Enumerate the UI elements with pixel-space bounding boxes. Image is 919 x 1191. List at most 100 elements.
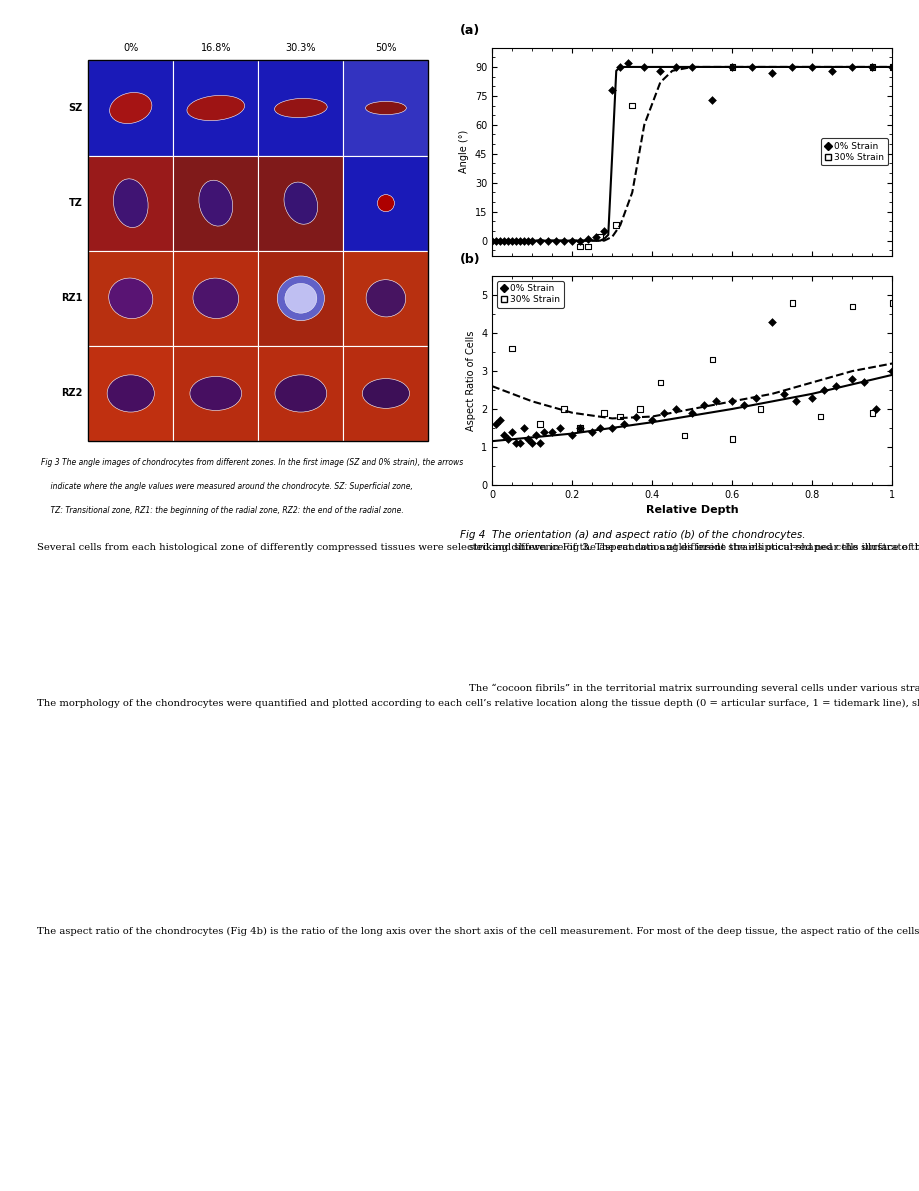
Point: [656, 404, 671, 423]
Text: Fig 3 The angle images of chondrocytes from different zones. In the first image : Fig 3 The angle images of chondrocytes f…: [40, 459, 462, 467]
Point: [824, 61, 839, 80]
Point: [724, 392, 739, 411]
Point: [765, 312, 779, 331]
Point: [608, 216, 623, 235]
Point: [884, 362, 899, 381]
Text: (b): (b): [460, 252, 481, 266]
Point: [724, 57, 739, 76]
Point: [804, 388, 819, 407]
Text: striking difference of the aspect ratios at different strains occurred near the : striking difference of the aspect ratios…: [469, 543, 919, 553]
Point: [508, 434, 523, 453]
Ellipse shape: [284, 182, 317, 224]
Point: [537, 422, 551, 441]
Point: [532, 231, 547, 250]
Y-axis label: Aspect Ratio of Cells: Aspect Ratio of Cells: [465, 330, 475, 431]
Point: [620, 54, 635, 73]
Bar: [173, 251, 258, 345]
Point: [612, 57, 627, 76]
Bar: [258, 156, 343, 251]
Text: SZ: SZ: [68, 102, 82, 113]
Ellipse shape: [362, 379, 409, 409]
Point: [784, 57, 799, 76]
X-axis label: Relative Depth: Relative Depth: [645, 505, 738, 516]
Bar: [343, 345, 428, 441]
Ellipse shape: [109, 93, 152, 124]
Point: [496, 426, 511, 445]
Point: [676, 426, 691, 445]
Text: The “cocoon fibrils” in the territorial matrix surrounding several cells under v: The “cocoon fibrils” in the territorial …: [469, 684, 919, 693]
Point: [493, 411, 507, 430]
Point: [505, 422, 519, 441]
Text: RZ1: RZ1: [61, 293, 82, 304]
Text: The aspect ratio of the chondrocytes (Fig 4b) is the ratio of the long axis over: The aspect ratio of the chondrocytes (Fi…: [37, 927, 919, 936]
Point: [500, 430, 515, 449]
Point: [828, 376, 843, 395]
Point: [724, 57, 739, 76]
Point: [512, 231, 527, 250]
Bar: [343, 251, 428, 345]
Ellipse shape: [108, 278, 153, 318]
Point: [845, 297, 859, 316]
Point: [765, 63, 779, 82]
Point: [617, 414, 631, 434]
Point: [528, 426, 543, 445]
Text: indicate where the angle values were measured around the chondrocyte. SZ: Superf: indicate where the angle values were mea…: [40, 482, 413, 491]
Point: [684, 57, 699, 76]
Point: [789, 392, 803, 411]
Point: [624, 96, 639, 116]
Bar: [343, 61, 428, 156]
Point: [864, 57, 879, 76]
Point: [532, 414, 547, 434]
Point: [573, 237, 587, 256]
Bar: [173, 61, 258, 156]
Point: [724, 430, 739, 449]
Point: [584, 422, 599, 441]
Point: [512, 434, 527, 453]
Point: [516, 418, 531, 437]
Point: [488, 414, 503, 434]
Legend: 0% Strain, 30% Strain: 0% Strain, 30% Strain: [820, 138, 887, 166]
Point: [488, 231, 503, 250]
Point: [556, 231, 571, 250]
Ellipse shape: [107, 375, 154, 412]
Point: [573, 231, 587, 250]
Text: 30.3%: 30.3%: [285, 43, 316, 54]
Point: [596, 222, 611, 241]
Legend: 0% Strain, 30% Strain: 0% Strain, 30% Strain: [496, 281, 563, 307]
Point: [520, 430, 535, 449]
Ellipse shape: [113, 179, 148, 227]
Text: TZ: TZ: [68, 198, 82, 208]
Point: [845, 57, 859, 76]
Text: 50%: 50%: [375, 43, 396, 54]
Bar: [88, 61, 428, 441]
Point: [864, 404, 879, 423]
Point: [652, 61, 667, 80]
Point: [784, 293, 799, 312]
Point: [605, 418, 619, 437]
Point: [736, 395, 751, 414]
Ellipse shape: [274, 99, 327, 118]
Point: [525, 434, 539, 453]
Text: RZ2: RZ2: [61, 388, 82, 399]
Ellipse shape: [199, 180, 233, 226]
Ellipse shape: [285, 283, 316, 313]
Point: [605, 81, 619, 100]
Point: [632, 399, 647, 418]
Point: [704, 350, 719, 369]
Point: [684, 404, 699, 423]
Text: (a): (a): [460, 24, 480, 37]
Point: [592, 227, 607, 247]
Bar: [258, 251, 343, 345]
Text: The morphology of the chondrocytes were quantified and plotted according to each: The morphology of the chondrocytes were …: [37, 699, 919, 709]
Point: [596, 404, 611, 423]
Point: [493, 231, 507, 250]
Point: [704, 91, 719, 110]
Point: [573, 418, 587, 437]
Point: [612, 407, 627, 426]
Point: [744, 57, 759, 76]
Ellipse shape: [189, 376, 242, 411]
Point: [516, 231, 531, 250]
Point: [748, 388, 763, 407]
Point: [668, 399, 683, 418]
Ellipse shape: [275, 375, 326, 412]
